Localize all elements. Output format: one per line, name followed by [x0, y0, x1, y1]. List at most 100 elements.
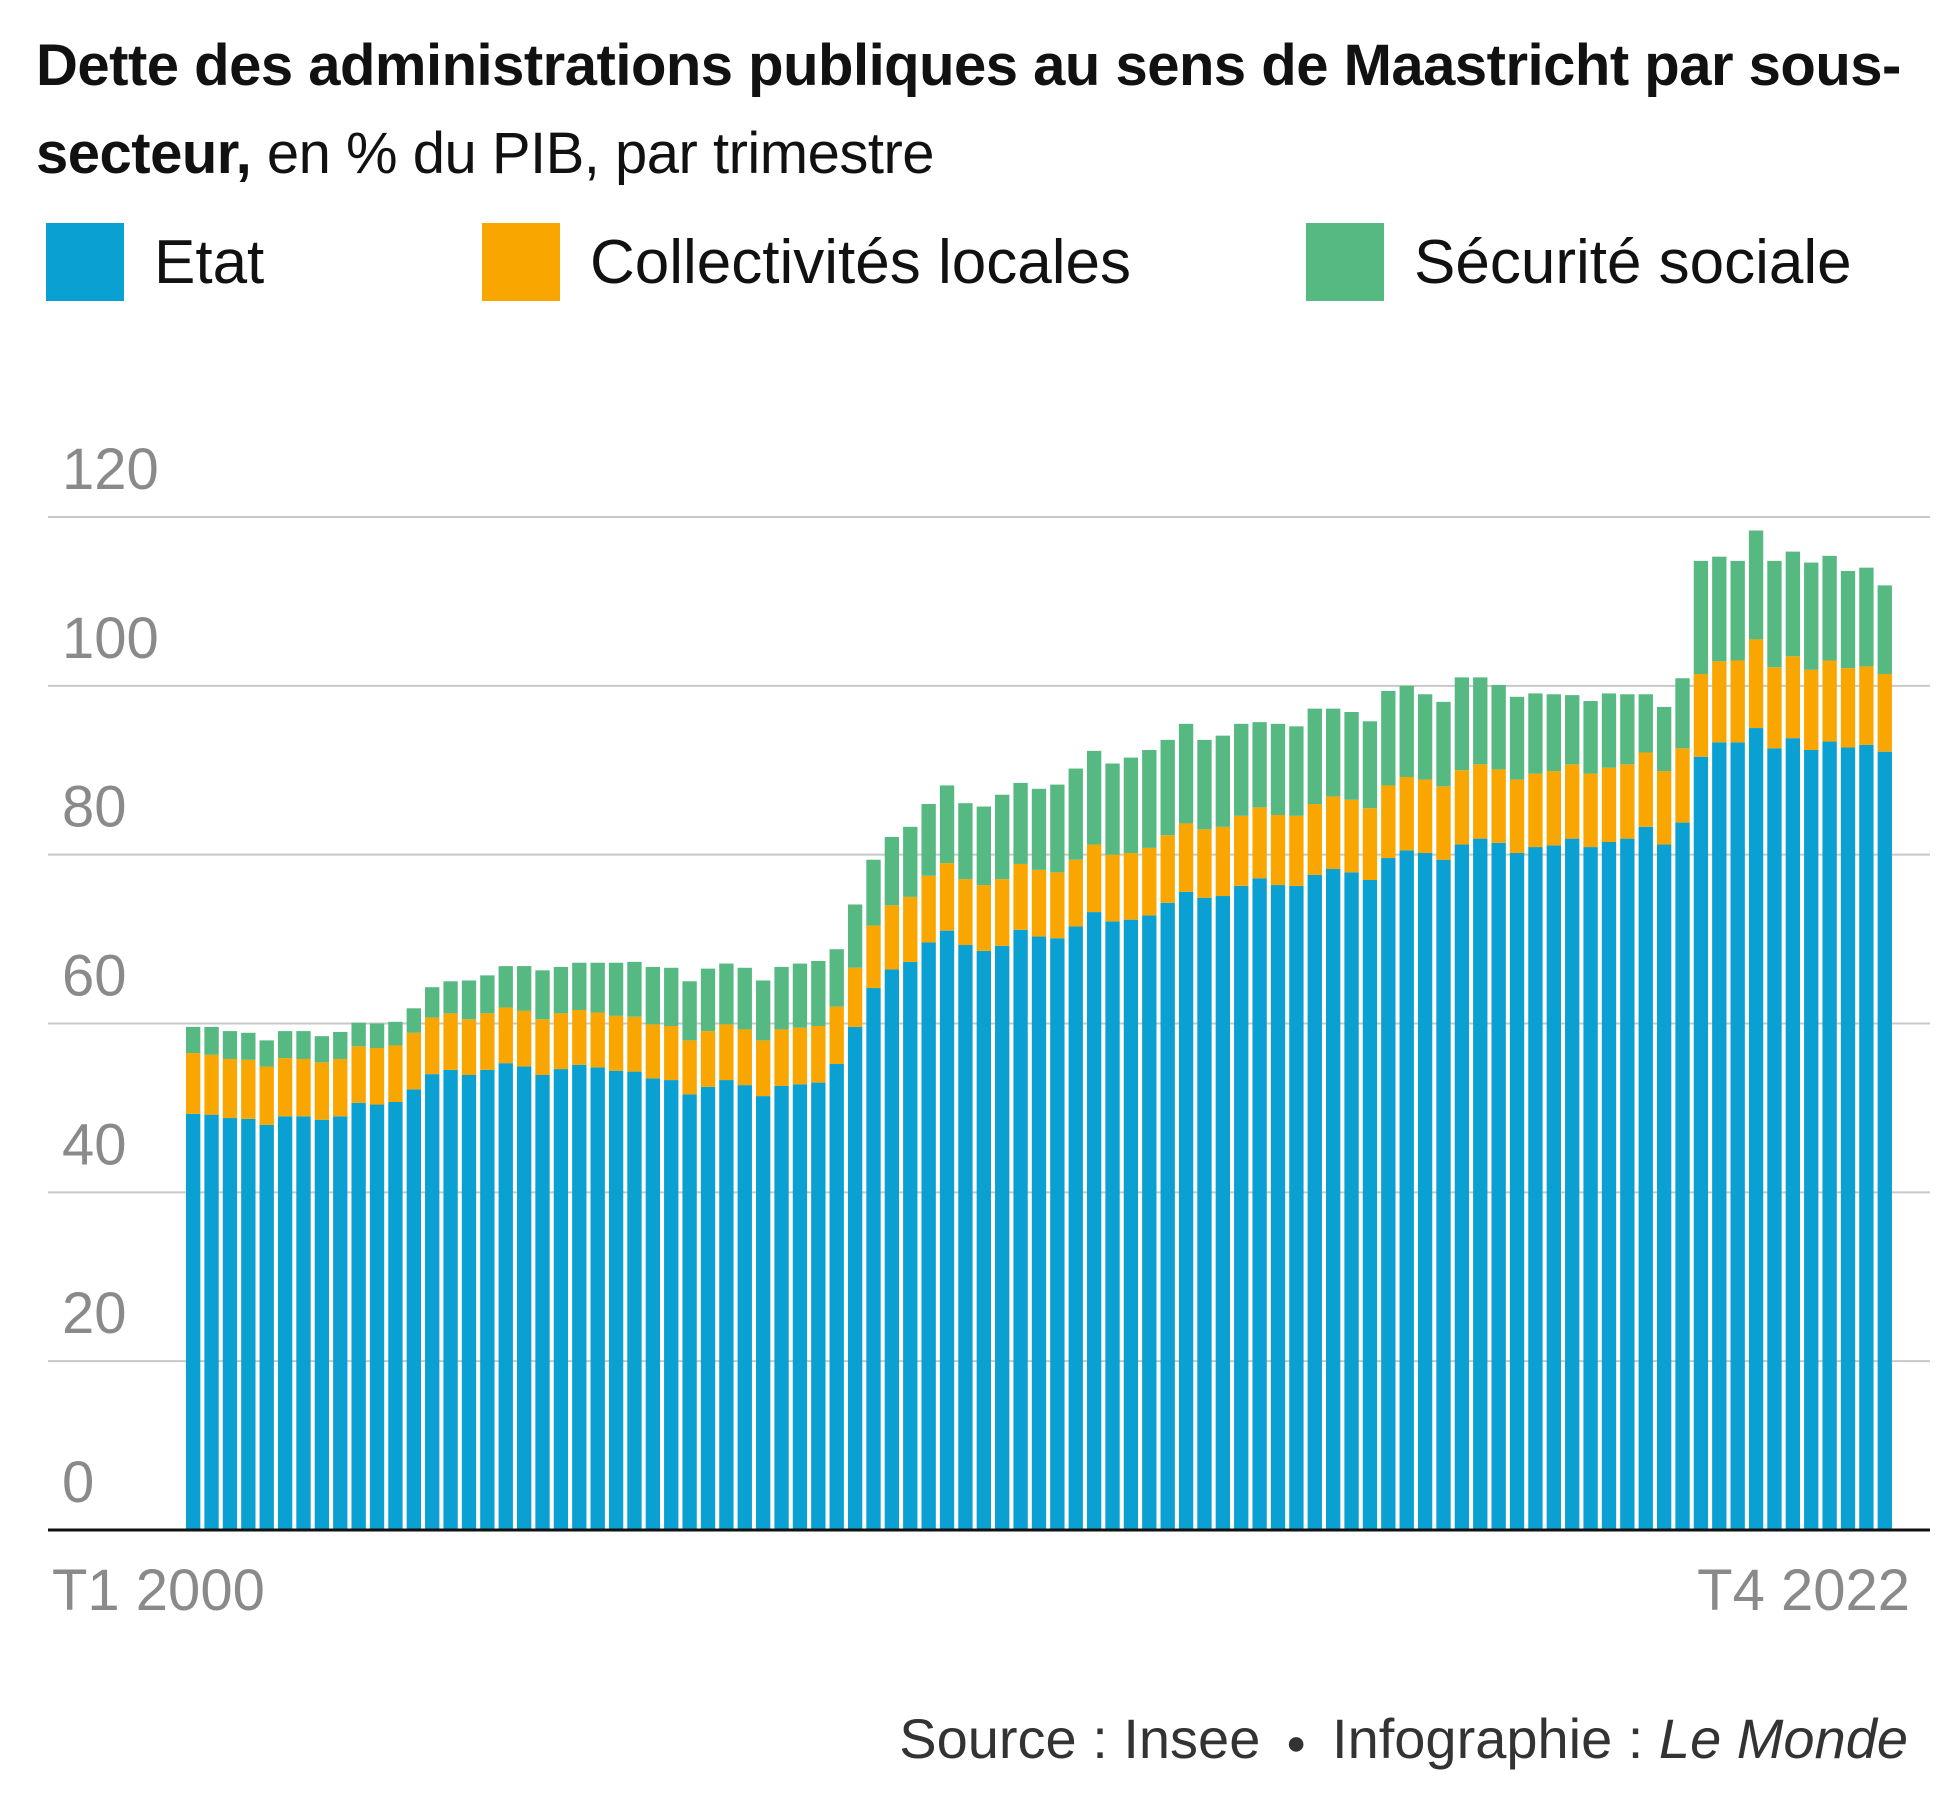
bar-segment [1252, 807, 1267, 879]
bar-segment [1656, 771, 1672, 845]
bar-segment [1050, 872, 1065, 939]
bar-segment [516, 1066, 532, 1530]
bar-segment [1877, 674, 1892, 752]
bar-segment [1840, 571, 1856, 669]
bar-segment [1123, 919, 1139, 1530]
bar-segment [1693, 674, 1709, 757]
bar-segment [627, 1016, 642, 1072]
bar-segment [425, 987, 440, 1018]
bar-segment [186, 1053, 201, 1114]
credit-publisher: Le Monde [1658, 1707, 1908, 1770]
bar-segment [627, 1071, 642, 1530]
bar-segment [516, 966, 532, 1011]
bar-segment [480, 1069, 495, 1530]
bar-segment [995, 879, 1010, 946]
bar-segment [1620, 694, 1635, 765]
bar-segment [1234, 815, 1249, 886]
bar-segment [958, 944, 973, 1530]
bar-segment [333, 1031, 348, 1059]
bar-segment [553, 1069, 569, 1531]
bar-segment [756, 1040, 771, 1097]
bar-group [1822, 555, 1837, 1530]
bar-group [1123, 757, 1139, 1530]
bar-group [903, 826, 918, 1530]
bar-group [1656, 706, 1672, 1530]
legend-item-securite-sociale: Sécurité sociale [1306, 222, 1852, 302]
bar-group [1234, 723, 1249, 1530]
bar-segment [1086, 750, 1102, 845]
bar-group [847, 904, 863, 1530]
bar-segment [204, 1114, 219, 1530]
bar-segment [1859, 666, 1874, 745]
bar-group [1252, 722, 1267, 1530]
bar-segment [958, 879, 973, 945]
bar-segment [1417, 852, 1433, 1530]
bar-segment [388, 1045, 403, 1103]
bar-segment [1252, 722, 1267, 808]
bar-segment [1528, 773, 1543, 848]
legend-swatch-securite-sociale [1306, 223, 1384, 301]
bar-segment [204, 1026, 219, 1055]
bar-segment [792, 1084, 808, 1530]
bar-segment [461, 1074, 477, 1530]
bar-segment [995, 794, 1010, 880]
bar-group [333, 1031, 348, 1530]
x-axis-end-label: T4 2022 [1697, 1558, 1910, 1623]
bar-group [1693, 560, 1709, 1530]
bar-segment [1473, 677, 1488, 765]
bar-group [1013, 782, 1028, 1530]
bar-segment [314, 1119, 330, 1530]
bar-segment [461, 1019, 477, 1075]
bar-segment [664, 1026, 679, 1081]
bar-segment [516, 1010, 532, 1067]
bar-segment [903, 896, 918, 962]
bar-segment [737, 1085, 752, 1530]
bar-segment [1638, 752, 1653, 827]
bar-group [498, 966, 513, 1530]
bar-segment [406, 1089, 421, 1531]
bar-segment [1436, 859, 1451, 1530]
bar-group [204, 1026, 219, 1530]
bar-segment [608, 962, 624, 1016]
bar-group [425, 987, 440, 1530]
bar-group [1840, 571, 1856, 1530]
bar-segment [1362, 879, 1378, 1530]
bar-segment [351, 1102, 366, 1530]
bar-segment [1050, 784, 1065, 873]
bar-segment [369, 1023, 385, 1048]
bar-segment [756, 1096, 771, 1530]
bar-segment [976, 806, 991, 886]
bar-group [1050, 784, 1065, 1530]
bar-segment [884, 836, 900, 906]
legend-item-collectivites: Collectivités locales [482, 222, 1131, 302]
bar-segment [1620, 838, 1635, 1530]
bar-segment [1712, 742, 1727, 1530]
bar-segment [1307, 874, 1322, 1530]
legend-item-etat: Etat [46, 222, 264, 302]
bar-group [388, 1021, 403, 1530]
bar-segment [1840, 747, 1856, 1530]
bar-segment [535, 1019, 550, 1075]
bar-segment [1178, 891, 1194, 1530]
bar-segment [866, 988, 881, 1530]
bar-segment [1215, 826, 1231, 897]
bar-group [1105, 763, 1120, 1530]
bar-segment [682, 981, 697, 1041]
bar-group [700, 968, 716, 1530]
bar-segment [1491, 684, 1506, 770]
source-credit: Source : Insee ● Infographie : Le Monde [899, 1706, 1908, 1771]
bar-segment [1031, 936, 1047, 1530]
bar-segment [406, 1032, 421, 1090]
bar-segment [1822, 555, 1837, 661]
bar-segment [1840, 668, 1856, 748]
bar-segment [1785, 551, 1801, 657]
legend: Etat Collectivités locales Sécurité soci… [46, 222, 1936, 302]
bar-segment [1656, 706, 1672, 772]
bar-segment [1546, 694, 1561, 772]
bar-segment [1730, 560, 1745, 661]
bar-segment [1767, 560, 1782, 668]
bar-segment [737, 1029, 752, 1086]
legend-swatch-etat [46, 223, 124, 301]
bar-group [1748, 530, 1764, 1530]
bar-group [608, 962, 624, 1530]
